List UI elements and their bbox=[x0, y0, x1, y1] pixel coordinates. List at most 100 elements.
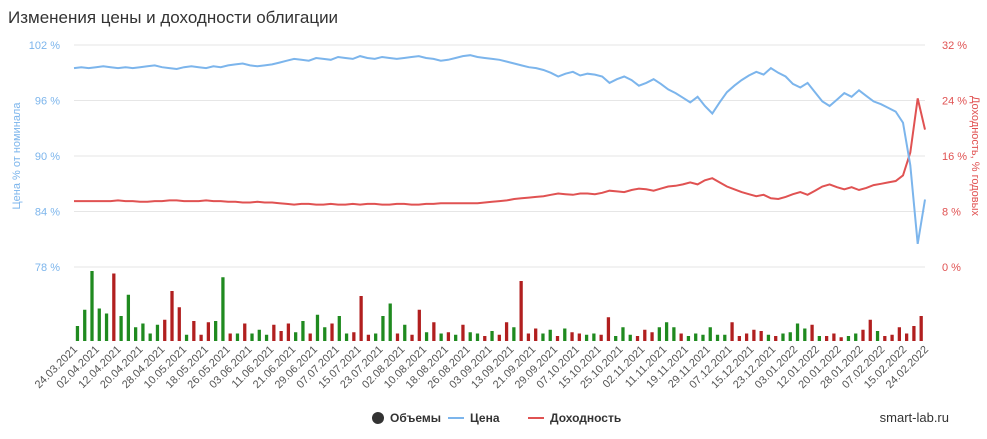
volume-bar bbox=[243, 323, 247, 341]
volume-bar bbox=[286, 323, 291, 341]
y-right-tick-label: 32 % bbox=[942, 40, 967, 52]
volume-bar bbox=[497, 334, 501, 341]
volume-bar bbox=[308, 333, 312, 341]
series-lines bbox=[73, 54, 926, 245]
volume-bar bbox=[446, 332, 451, 341]
volume-bar bbox=[235, 333, 240, 341]
volume-bar bbox=[424, 332, 429, 341]
y-left-tick-label: 102 % bbox=[29, 40, 60, 52]
chart-title: Изменения цены и доходности облигации bbox=[8, 8, 339, 27]
volume-bar bbox=[795, 323, 800, 341]
volume-bar bbox=[374, 333, 378, 341]
legend: Объемы Цена Доходность bbox=[372, 411, 621, 425]
volume-bar bbox=[403, 324, 407, 341]
legend-label: Доходность bbox=[550, 411, 621, 425]
volume-bar bbox=[635, 336, 640, 341]
volume-bar bbox=[250, 333, 254, 341]
volume-bar bbox=[584, 334, 589, 341]
volume-bar bbox=[686, 336, 691, 341]
volume-bar bbox=[672, 327, 676, 341]
y-right-tick-label: 8 % bbox=[942, 207, 961, 219]
volume-bar bbox=[330, 323, 334, 341]
volume-bar bbox=[410, 334, 414, 341]
legend-item-price[interactable]: Цена bbox=[448, 411, 500, 425]
volume-bar bbox=[417, 309, 421, 341]
volume-bar bbox=[592, 333, 596, 341]
volume-bar bbox=[475, 333, 480, 341]
volume-bar bbox=[606, 317, 611, 341]
volume-bar bbox=[803, 328, 807, 341]
volume-bar bbox=[439, 333, 443, 341]
volume-bar bbox=[774, 336, 778, 341]
legend-item-yield[interactable]: Доходность bbox=[528, 411, 621, 425]
volume-bar bbox=[679, 333, 683, 341]
volume-bar bbox=[83, 309, 87, 341]
volume-bar bbox=[788, 332, 792, 341]
volume-bar bbox=[279, 331, 283, 341]
volume-bar bbox=[875, 331, 880, 341]
volume-bar bbox=[264, 334, 269, 341]
volume-bar bbox=[832, 333, 836, 341]
volume-bar bbox=[454, 334, 458, 341]
volume-bar bbox=[519, 281, 523, 341]
volume-bar bbox=[432, 322, 436, 341]
price-line bbox=[73, 54, 926, 245]
volume-bar bbox=[599, 334, 603, 341]
volume-bar bbox=[904, 333, 909, 341]
volume-bar bbox=[861, 329, 865, 341]
volume-bar bbox=[817, 336, 821, 341]
volume-bar bbox=[381, 316, 385, 341]
y-right-tick-label: 24 % bbox=[942, 96, 967, 108]
volume-bar bbox=[126, 294, 131, 341]
volume-bar bbox=[468, 332, 472, 341]
volume-bar bbox=[90, 271, 94, 341]
volume-bar bbox=[483, 336, 487, 341]
watermark: smart-lab.ru bbox=[879, 410, 949, 425]
volume-bar bbox=[824, 336, 829, 341]
volume-bar bbox=[337, 316, 341, 341]
volume-bar bbox=[141, 323, 145, 341]
volume-bar bbox=[512, 327, 516, 341]
volume-bar bbox=[730, 322, 734, 341]
volume-bar bbox=[723, 334, 727, 341]
volume-bar bbox=[155, 324, 160, 341]
volume-bar bbox=[854, 333, 858, 341]
volume-bar bbox=[846, 336, 851, 341]
volume-bar bbox=[170, 291, 174, 341]
volume-bar bbox=[737, 336, 741, 341]
volume-bar bbox=[257, 329, 261, 341]
left-axis: 102 % 96 % 90 % 84 % 78 % bbox=[29, 40, 60, 274]
volume-bar bbox=[570, 332, 574, 341]
legend-item-volumes[interactable]: Объемы bbox=[372, 411, 441, 425]
volume-bar bbox=[766, 334, 771, 341]
volume-bar bbox=[323, 327, 327, 341]
volume-bar bbox=[134, 327, 138, 341]
volume-bar bbox=[701, 334, 705, 341]
volume-bar bbox=[228, 333, 232, 341]
volume-bars bbox=[75, 271, 923, 341]
volume-bar bbox=[548, 329, 552, 341]
volume-bar bbox=[104, 313, 109, 341]
y-right-tick-label: 16 % bbox=[942, 151, 967, 163]
volume-bar bbox=[177, 307, 181, 341]
volume-bar bbox=[315, 314, 320, 341]
volume-bar bbox=[97, 308, 101, 341]
volume-bar bbox=[490, 331, 494, 341]
volume-bar bbox=[352, 332, 356, 341]
volume-bar bbox=[294, 332, 298, 341]
volume-bar bbox=[163, 319, 167, 341]
volume-bar bbox=[214, 321, 218, 341]
volume-bar bbox=[395, 333, 400, 341]
volume-bar bbox=[75, 326, 80, 341]
volume-bar bbox=[759, 331, 763, 341]
volume-bar bbox=[541, 333, 545, 341]
volume-bar bbox=[344, 333, 349, 341]
right-axis: 32 % 24 % 16 % 8 % 0 % bbox=[942, 40, 967, 274]
grid-lines bbox=[74, 44, 925, 268]
volume-bar bbox=[657, 327, 661, 341]
volume-bar bbox=[184, 334, 189, 341]
volume-bar bbox=[897, 327, 901, 341]
yield-line bbox=[74, 98, 926, 206]
